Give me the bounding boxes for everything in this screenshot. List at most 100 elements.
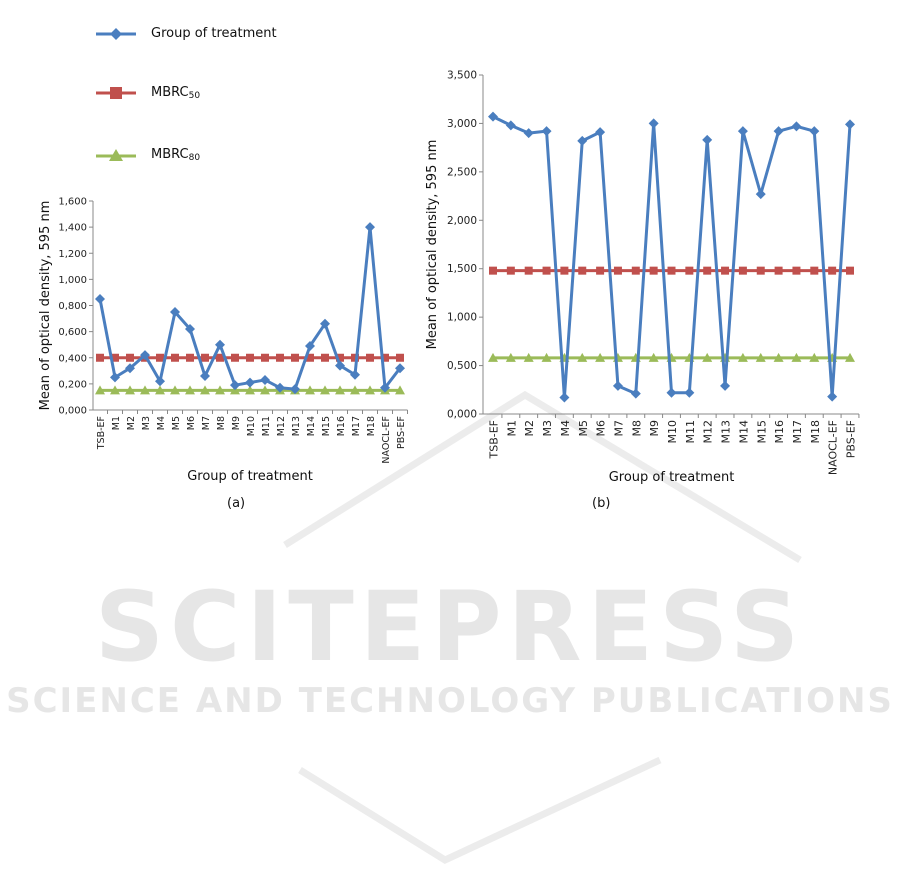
data-point-diamond — [809, 126, 820, 137]
x-tick-label: M13 — [291, 416, 302, 436]
data-point-triangle — [125, 385, 135, 395]
data-point-square — [613, 266, 622, 275]
data-point-triangle — [200, 385, 210, 395]
data-point-triangle — [320, 385, 330, 395]
x-tick-label: M14 — [737, 420, 750, 444]
data-point-square — [578, 266, 587, 275]
x-tick-label: M6 — [186, 416, 197, 430]
y-tick-label: 2,500 — [447, 166, 477, 178]
data-point-diamond — [523, 128, 534, 139]
data-point-diamond — [260, 374, 270, 385]
watermark-main-text: SCITEPRESS — [95, 571, 805, 683]
legend-label-treatment: Group of treatment — [151, 26, 277, 41]
data-point-square — [810, 266, 819, 275]
data-point-diamond — [320, 318, 330, 329]
x-tick-label: M5 — [171, 416, 182, 430]
x-tick-label: M16 — [773, 420, 786, 444]
x-tick-label: NAOCL-EF — [827, 420, 840, 475]
data-point-square — [738, 266, 747, 275]
data-point-square — [721, 266, 730, 275]
y-tick-label: 3,000 — [447, 118, 477, 130]
x-tick-label: M2 — [126, 416, 137, 430]
x-tick-label: M17 — [791, 420, 804, 444]
data-point-square — [321, 353, 329, 362]
data-point-triangle — [155, 385, 165, 395]
x-tick-label: M4 — [156, 416, 167, 430]
x-tick-label: M8 — [216, 416, 227, 430]
data-point-triangle — [523, 352, 534, 362]
data-point-square — [649, 266, 658, 275]
legend-label-mbrc80-main: MBRC — [151, 147, 189, 162]
watermark-arch — [283, 390, 802, 864]
data-point-square — [246, 353, 254, 362]
y-tick-label: 1,000 — [58, 275, 87, 286]
x-tick-label: M9 — [648, 420, 661, 437]
data-point-diamond — [702, 134, 713, 145]
x-tick-label: NAOCL-EF — [381, 416, 392, 464]
y-tick-label: 0,000 — [447, 409, 477, 421]
x-tick-label: M15 — [321, 416, 332, 436]
data-point-diamond — [612, 380, 623, 391]
data-point-diamond — [305, 340, 315, 351]
data-point-square — [306, 353, 314, 362]
y-tick-label: 1,600 — [58, 197, 87, 208]
data-point-diamond — [488, 111, 498, 122]
data-point-diamond — [335, 360, 345, 371]
y-tick-label: 0,500 — [447, 360, 477, 372]
data-point-square — [846, 266, 854, 275]
data-point-diamond — [185, 324, 195, 335]
y-tick-label: 0,200 — [58, 379, 87, 390]
y-tick-label: 0,600 — [58, 327, 87, 338]
x-tick-label: M7 — [201, 416, 212, 430]
x-tick-label: PBS-EF — [396, 416, 407, 449]
y-tick-label: 3,500 — [447, 70, 477, 82]
x-tick-label: M11 — [684, 420, 697, 444]
data-point-triangle — [305, 385, 315, 395]
data-point-diamond — [505, 120, 516, 131]
data-point-square — [381, 353, 389, 362]
x-tick-label: M3 — [541, 420, 554, 437]
data-point-square — [336, 353, 344, 362]
y-tick-label: 0,800 — [58, 301, 87, 312]
legend-label-mbrc50-sub: 50 — [188, 91, 201, 101]
data-point-diamond — [684, 387, 695, 398]
data-point-triangle — [95, 385, 105, 395]
data-point-triangle — [350, 385, 360, 395]
x-tick-label: M1 — [505, 420, 518, 437]
y-tick-label: 2,000 — [447, 215, 477, 227]
data-point-diamond — [155, 376, 165, 387]
data-point-diamond — [380, 382, 390, 393]
x-tick-label: M12 — [702, 420, 715, 444]
data-point-triangle — [505, 352, 516, 362]
x-tick-label: M12 — [276, 416, 287, 436]
data-point-diamond — [230, 380, 240, 391]
data-point-square — [366, 353, 374, 362]
y-tick-label: 0,000 — [58, 406, 87, 417]
data-point-square — [216, 353, 224, 362]
data-point-diamond — [541, 126, 552, 137]
data-point-square — [596, 266, 605, 275]
data-point-diamond — [200, 371, 210, 382]
data-point-square — [792, 266, 801, 275]
data-point-diamond — [395, 363, 405, 374]
x-tick-label: M8 — [630, 420, 643, 437]
data-point-diamond — [845, 119, 855, 130]
data-point-square — [186, 353, 194, 362]
data-point-triangle — [140, 385, 150, 395]
data-point-diamond — [95, 293, 105, 304]
data-point-triangle — [215, 385, 225, 395]
legend-series-mbrc80-marker — [96, 149, 136, 161]
data-point-diamond — [215, 339, 225, 350]
x-tick-label: M14 — [306, 416, 317, 436]
x-tick-label: PBS-EF — [845, 420, 858, 458]
data-point-triangle — [541, 352, 552, 362]
x-tick-label: M10 — [246, 416, 257, 436]
data-point-diamond — [630, 388, 641, 399]
x-tick-label: M4 — [559, 420, 572, 437]
data-point-triangle — [185, 385, 195, 395]
data-point-diamond — [773, 126, 784, 137]
data-point-diamond — [559, 392, 570, 403]
data-point-triangle — [755, 352, 766, 362]
